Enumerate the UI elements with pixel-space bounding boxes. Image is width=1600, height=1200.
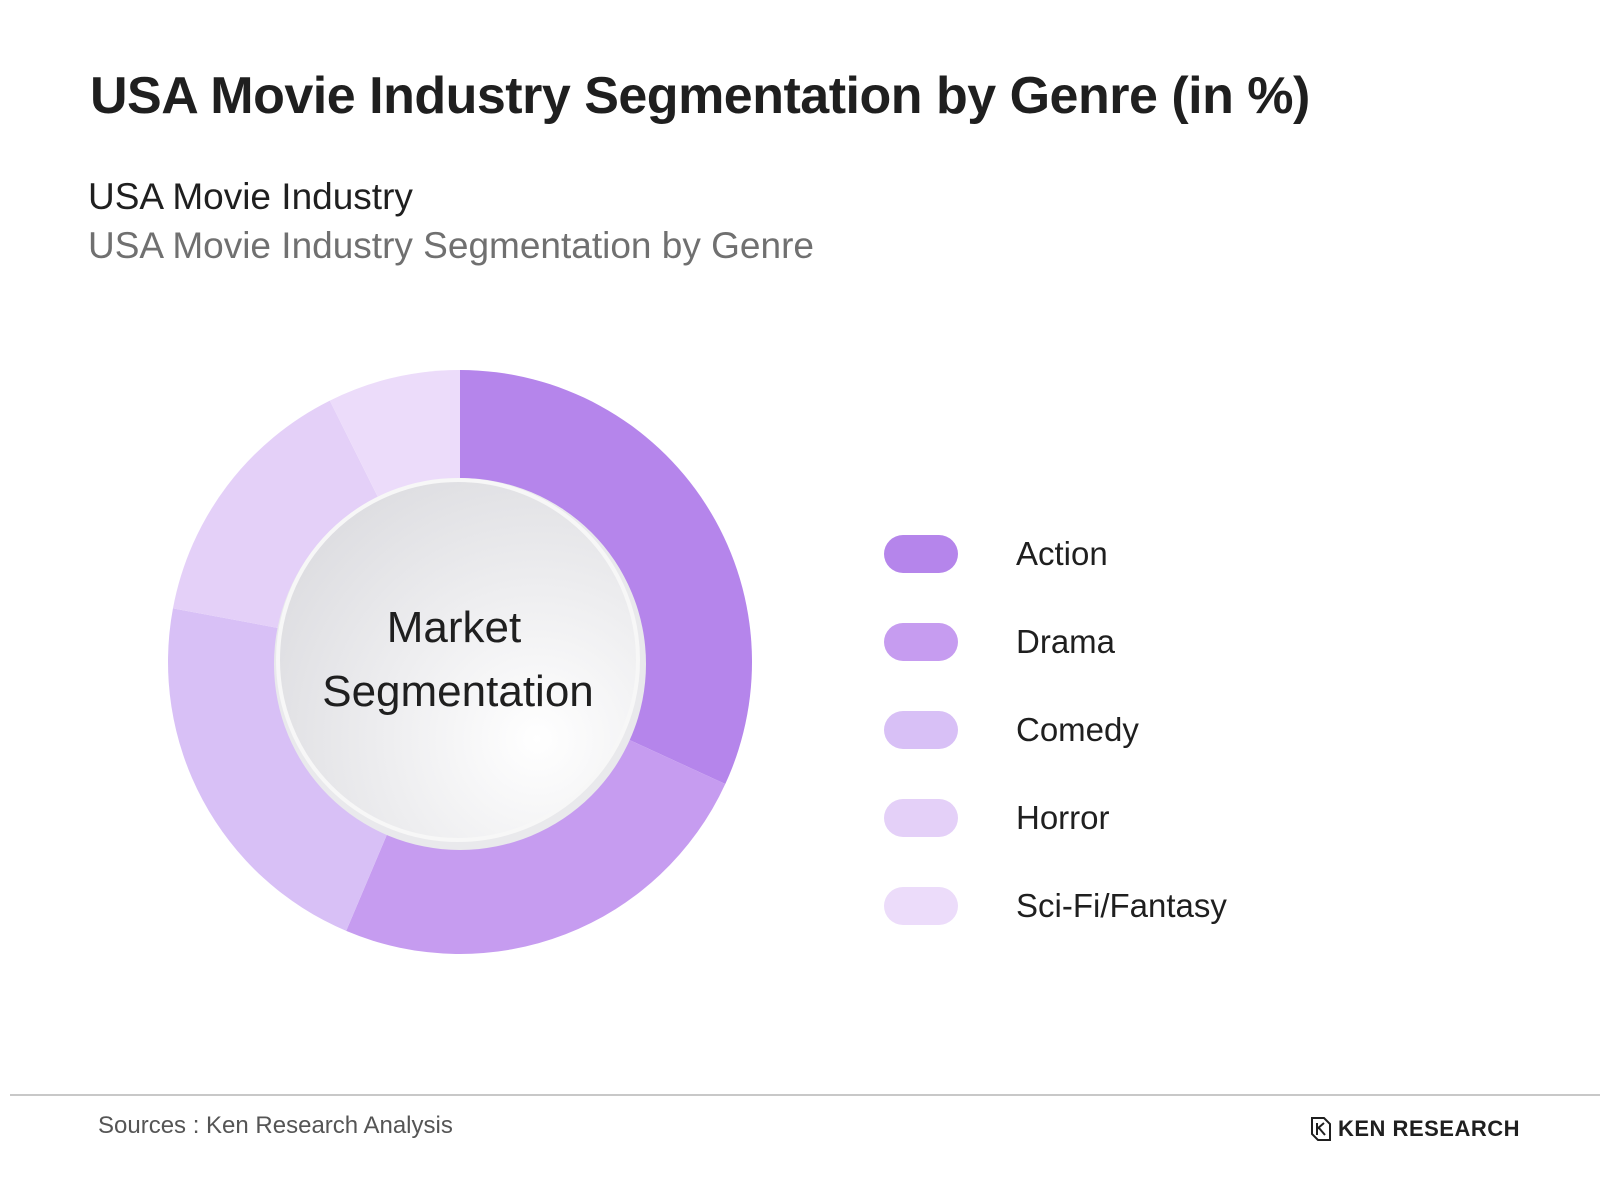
source-note: Sources : Ken Research Analysis [98, 1112, 453, 1139]
chart-description: USA Movie Industry Segmentation by Genre [88, 225, 814, 266]
legend-item: Horror [884, 799, 1304, 887]
legend: Action Drama Comedy Horror Sci-Fi/Fantasy [884, 535, 1304, 975]
center-label-line-1: Market [387, 603, 521, 652]
donut-chart: Market Segmentation [168, 370, 752, 954]
legend-swatch [884, 799, 958, 837]
legend-label: Horror [1016, 799, 1110, 836]
center-disc [276, 478, 640, 842]
legend-item: Drama [884, 623, 1304, 711]
legend-swatch [884, 711, 958, 749]
legend-item: Action [884, 535, 1304, 623]
legend-swatch [884, 887, 958, 925]
legend-label: Drama [1016, 623, 1116, 660]
ken-research-logo-icon [1311, 1117, 1331, 1141]
legend-swatch [884, 623, 958, 661]
legend-label: Sci-Fi/Fantasy [1016, 887, 1227, 924]
legend-label: Action [1016, 535, 1108, 572]
brand-logo: KEN RESEARCH [1310, 1114, 1520, 1144]
legend-item: Comedy [884, 711, 1304, 799]
legend-swatch [884, 535, 958, 573]
footer-divider [10, 1094, 1600, 1096]
chart-title: USA Movie Industry Segmentation by Genre… [90, 67, 1310, 125]
chart-subtitle: USA Movie Industry [88, 176, 413, 217]
brand-name: KEN RESEARCH [1338, 1116, 1521, 1141]
legend-label: Comedy [1016, 711, 1139, 748]
legend-item: Sci-Fi/Fantasy [884, 887, 1304, 975]
center-label-line-2: Segmentation [322, 667, 594, 716]
